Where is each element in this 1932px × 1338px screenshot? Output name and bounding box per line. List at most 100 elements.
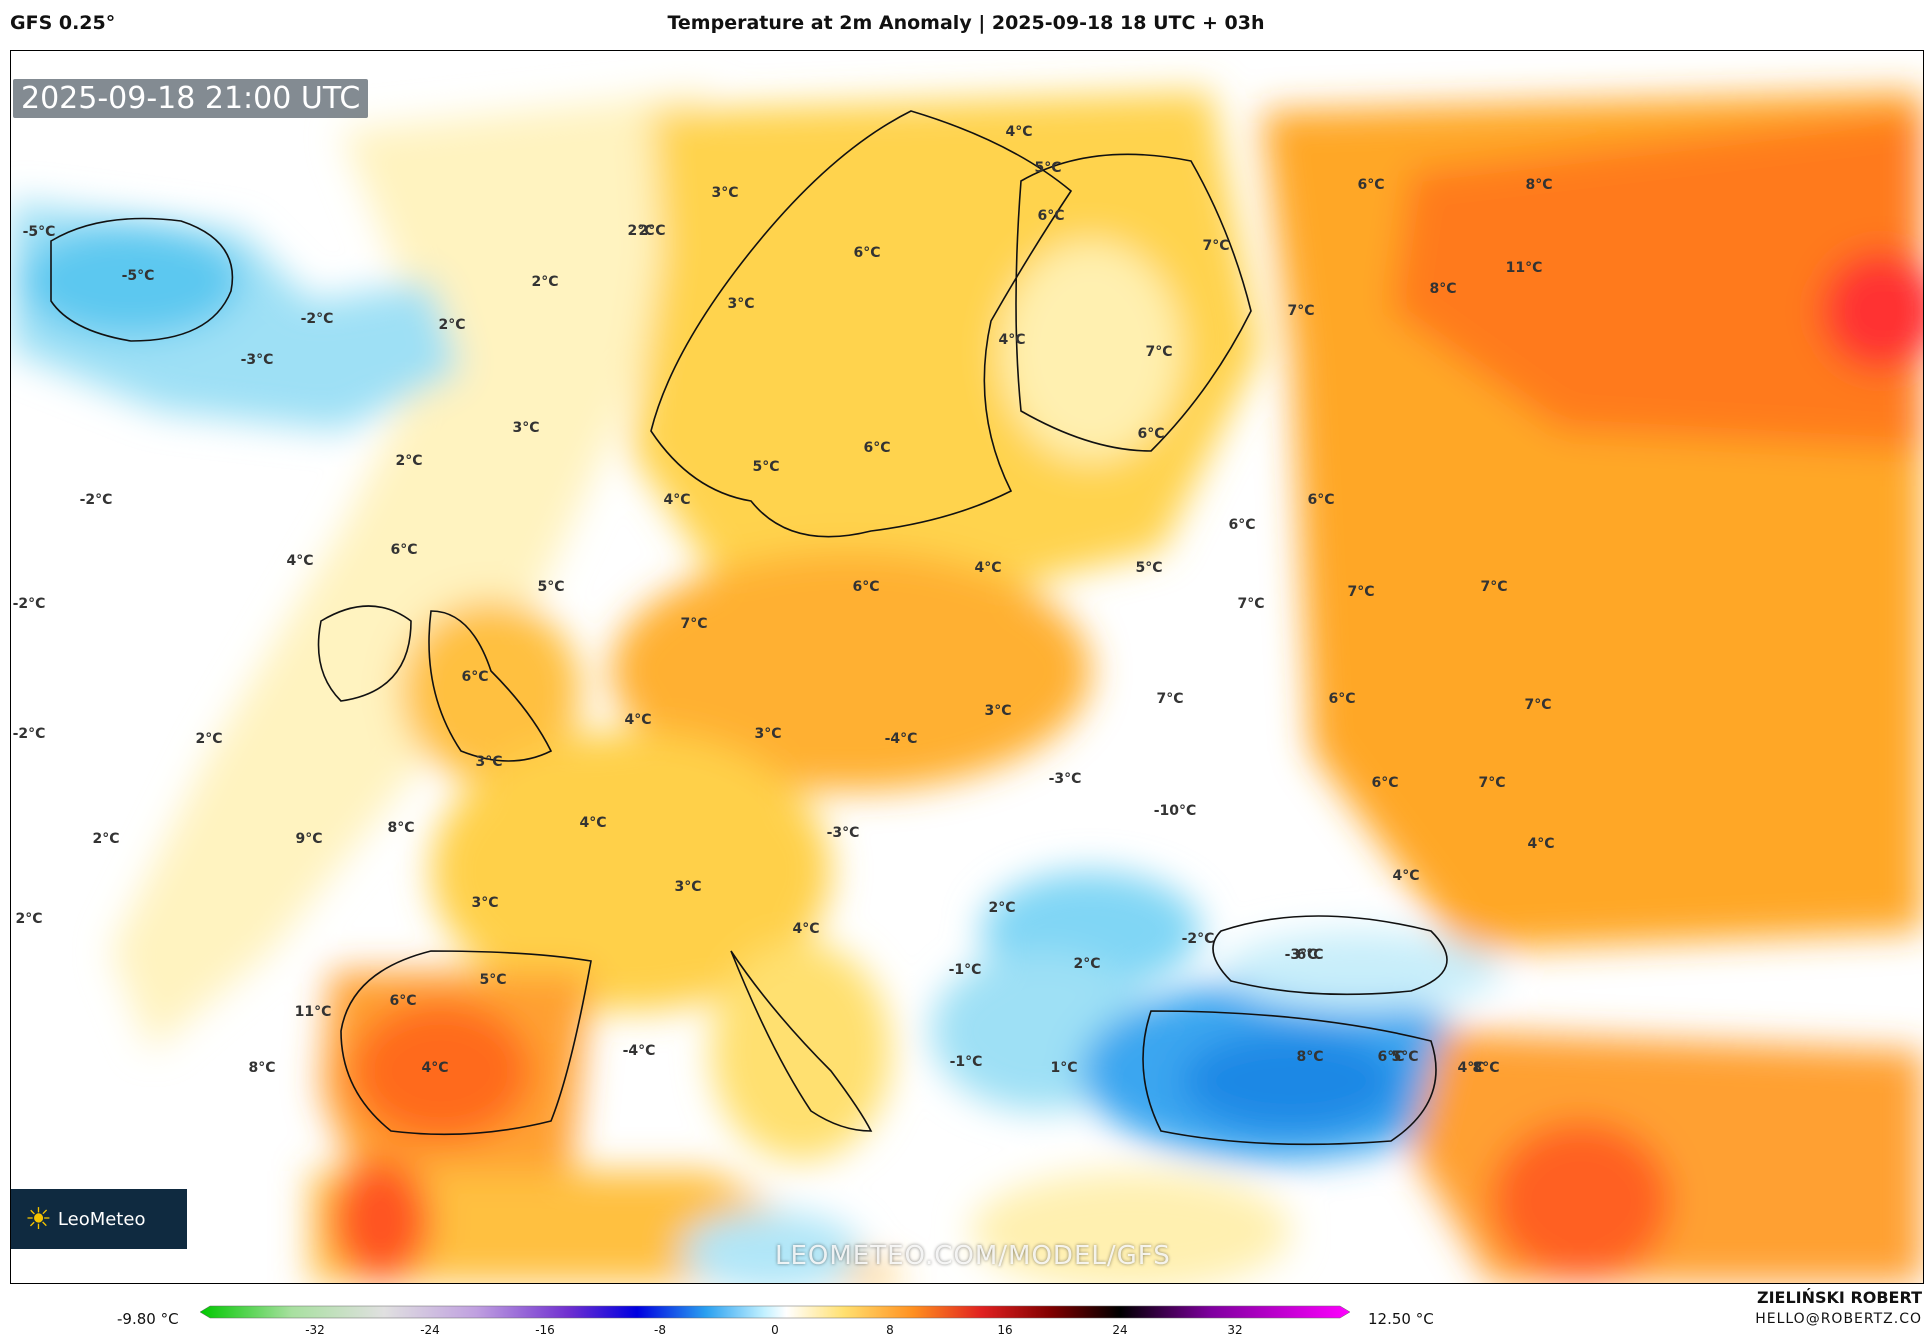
color-scale-bar [200, 1305, 1350, 1319]
temperature-label: 2°C [531, 274, 559, 290]
temperature-label: 6°C [863, 440, 891, 456]
temperature-label: 3°C [512, 420, 540, 436]
temperature-label: 3°C [711, 185, 739, 201]
temperature-label: 6°C [1228, 517, 1256, 533]
temperature-label: 8°C [1296, 1049, 1324, 1065]
scale-tick-label: -24 [420, 1323, 440, 1337]
temperature-label: 2°C [15, 911, 43, 927]
temperature-label: 6°C [1296, 947, 1324, 963]
temperature-label: 1°C [1050, 1060, 1078, 1076]
temperature-label: 4°C [663, 492, 691, 508]
scale-tick-label: 16 [997, 1323, 1013, 1337]
temperature-label: 4°C [286, 553, 314, 569]
temperature-label: 5°C [537, 579, 565, 595]
temperature-label: 6°C [1307, 492, 1335, 508]
temperature-label: -4°C [622, 1043, 656, 1059]
scale-tick-label: 8 [886, 1323, 894, 1337]
temperature-label: 4°C [1392, 868, 1420, 884]
temperature-label: -5°C [121, 268, 155, 284]
temperature-label: 11°C [294, 1004, 332, 1020]
temperature-label: 5°C [1135, 560, 1163, 576]
anomaly-map: 2025-09-18 21:00 UTC -5°C -5°C -2°C -3°C 2°C… [10, 50, 1924, 1284]
temperature-label: 3°C [674, 879, 702, 895]
temperature-label: 6°C [1357, 177, 1385, 193]
legend-min-value: -9.80 °C [117, 1310, 179, 1328]
temperature-label: 4°C [974, 560, 1002, 576]
temperature-label: 7°C [1524, 697, 1552, 713]
watermark: LEOMETEO.COM/MODEL/GFS [775, 1241, 1171, 1271]
temperature-label: -2°C [12, 726, 46, 742]
temperature-label: 4°C [792, 921, 820, 937]
temperature-label: 2°C [438, 317, 466, 333]
temperature-label: 3°C [984, 703, 1012, 719]
temperature-label: 2°C [988, 900, 1016, 916]
scale-tick-label: -32 [305, 1323, 325, 1337]
temperature-label: 2°C [638, 223, 666, 239]
temperature-label: 6°C [1377, 1049, 1405, 1065]
author-credit: ZIELIŃSKI ROBERT HELLO@ROBERTZ.CO [1755, 1288, 1922, 1327]
temperature-label: -2°C [12, 596, 46, 612]
temperature-label: 7°C [1145, 344, 1173, 360]
anomaly-field [11, 51, 1923, 1283]
temperature-label: 4°C [998, 332, 1026, 348]
temperature-label: 3°C [471, 895, 499, 911]
temperature-label: -2°C [79, 492, 113, 508]
valid-time-badge: 2025-09-18 21:00 UTC [13, 79, 369, 118]
temperature-label: -1°C [949, 1054, 983, 1070]
temperature-label: -4°C [884, 731, 918, 747]
temperature-label: 4°C [579, 815, 607, 831]
scale-tick-label: -8 [654, 1323, 666, 1337]
author-name: ZIELIŃSKI ROBERT [1756, 1288, 1922, 1307]
temperature-label: 2°C [627, 223, 655, 239]
map-title: Temperature at 2m Anomaly | 2025-09-18 1… [667, 12, 1265, 34]
temperature-label: 8°C [1525, 177, 1553, 193]
temperature-label: 7°C [1480, 579, 1508, 595]
temperature-label: 6°C [389, 993, 417, 1009]
author-email: HELLO@ROBERTZ.CO [1755, 1311, 1922, 1327]
temperature-label: 6°C [390, 542, 418, 558]
temperature-label: 4°C [1527, 836, 1555, 852]
temperature-label: 8°C [387, 820, 415, 836]
temperature-label: 3°C [475, 754, 503, 770]
temperature-label: 2°C [395, 453, 423, 469]
temperature-label: -3°C [1284, 947, 1318, 963]
temperature-label: 5°C [1034, 160, 1062, 176]
model-name: GFS 0.25° [10, 12, 116, 34]
scale-tick-label: 24 [1112, 1323, 1128, 1337]
temperature-label: 4°C [1005, 124, 1033, 140]
temperature-label: 3°C [727, 296, 755, 312]
logo-text: LeoMeteo [57, 1208, 146, 1230]
temperature-label: -1°C [948, 962, 982, 978]
temperature-label: 8°C [1472, 1060, 1500, 1076]
temperature-label: 7°C [1202, 238, 1230, 254]
leometeo-logo: ☀ LeoMeteo [11, 1189, 187, 1249]
sun-icon: ☀ [25, 1201, 52, 1237]
temperature-label: 5°C [752, 459, 780, 475]
temperature-label: 6°C [1371, 775, 1399, 791]
temperature-label: 6°C [1137, 426, 1165, 442]
scale-tick-label: -16 [535, 1323, 555, 1337]
temperature-label: 7°C [1156, 691, 1184, 707]
temperature-label: 8°C [1429, 281, 1457, 297]
temperature-label: 3°C [754, 726, 782, 742]
temperature-label: 6°C [852, 579, 880, 595]
temperature-label: 6°C [461, 669, 489, 685]
temperature-label: 7°C [680, 616, 708, 632]
scale-tick-label: 0 [771, 1323, 779, 1337]
legend-max-value: 12.50 °C [1368, 1310, 1434, 1328]
temperature-label: 7°C [1478, 775, 1506, 791]
temperature-label: -2°C [1181, 931, 1215, 947]
temperature-label: 6°C [853, 245, 881, 261]
scale-tick-label: 32 [1227, 1323, 1243, 1337]
temperature-label: 6°C [1037, 208, 1065, 224]
temperature-label: 4°C [624, 712, 652, 728]
temperature-label: 7°C [1347, 584, 1375, 600]
temperature-label: 2°C [195, 731, 223, 747]
temperature-label: 11°C [1505, 260, 1543, 276]
temperature-label: 2°C [1073, 956, 1101, 972]
temperature-label: -5°C [22, 224, 56, 240]
temperature-label: 4°C [421, 1060, 449, 1076]
temperature-label: 9°C [295, 831, 323, 847]
temperature-label: 2°C [92, 831, 120, 847]
temperature-label: -2°C [300, 311, 334, 327]
